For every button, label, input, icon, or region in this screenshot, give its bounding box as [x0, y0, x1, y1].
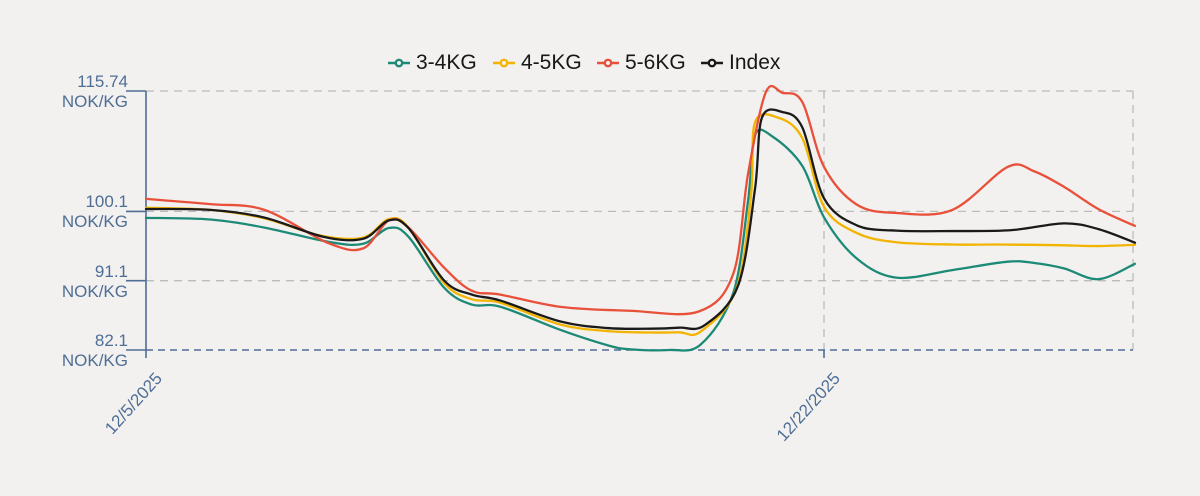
svg-text:5-6KG: 5-6KG: [625, 51, 686, 74]
svg-text:91.1: 91.1: [95, 262, 128, 281]
svg-text:4-5KG: 4-5KG: [521, 51, 582, 74]
svg-text:NOK/KG: NOK/KG: [62, 282, 128, 301]
svg-text:115.74: 115.74: [77, 72, 128, 91]
svg-text:100.1: 100.1: [85, 192, 128, 211]
svg-text:NOK/KG: NOK/KG: [62, 212, 128, 231]
svg-text:3-4KG: 3-4KG: [416, 51, 477, 74]
svg-text:NOK/KG: NOK/KG: [62, 351, 128, 370]
svg-text:82.1: 82.1: [95, 331, 128, 350]
svg-text:Index: Index: [729, 51, 781, 74]
svg-text:NOK/KG: NOK/KG: [62, 92, 128, 111]
